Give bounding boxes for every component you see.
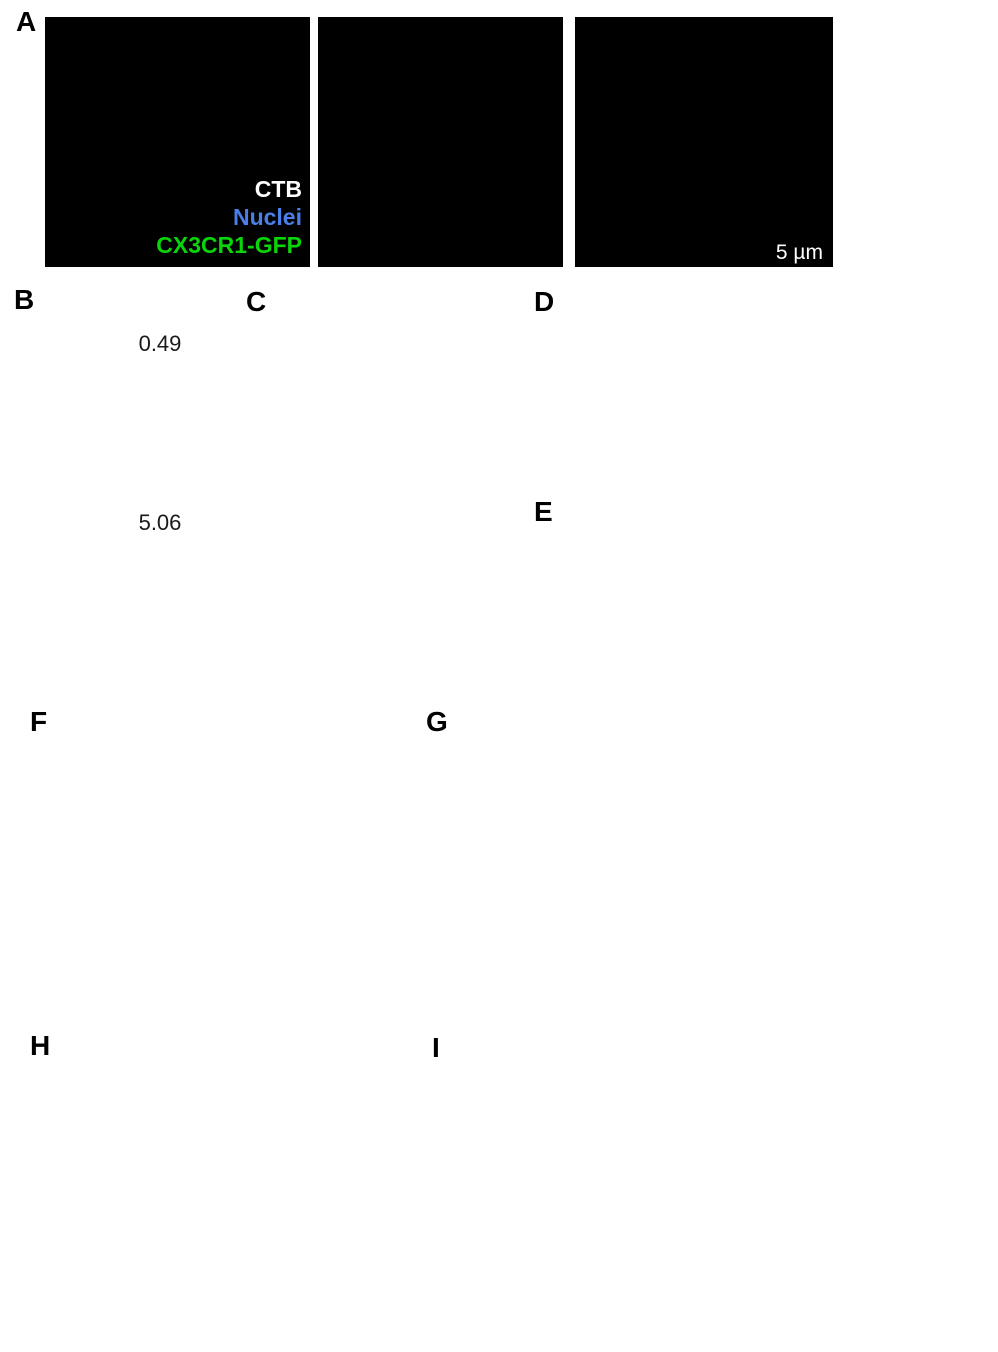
channel-labels: CTB Nuclei CX3CR1-GFP bbox=[156, 175, 302, 259]
flow-density-top-canvas bbox=[48, 309, 219, 474]
panel-label-g: G bbox=[426, 706, 448, 737]
panel-label-e: E bbox=[534, 496, 553, 527]
panel-label-b: B bbox=[14, 284, 35, 315]
panel-label-i: I bbox=[432, 1032, 440, 1063]
channel-label-nuclei: Nuclei bbox=[232, 204, 302, 230]
panel-i-chart bbox=[420, 1035, 998, 1352]
micrograph-ctb: 5 µm bbox=[575, 17, 833, 267]
panel-label-c: C bbox=[246, 286, 267, 317]
micrograph-merged: CTB Nuclei CX3CR1-GFP bbox=[45, 17, 310, 267]
panel-label-d: D bbox=[534, 286, 555, 317]
channel-label-cx3cr1-gfp: CX3CR1-GFP bbox=[156, 232, 302, 258]
scale-bar-label: 5 µm bbox=[775, 241, 823, 264]
panel-c-chart bbox=[235, 285, 530, 710]
micrograph-gfp-canvas bbox=[318, 17, 563, 267]
panel-g-chart bbox=[420, 705, 998, 1035]
panel-label-f: F bbox=[30, 706, 48, 737]
micrograph-gfp-overlay bbox=[318, 17, 563, 267]
micrograph-gfp bbox=[318, 17, 563, 267]
panel-f-chart bbox=[20, 705, 420, 1035]
panel-h-chart bbox=[20, 1035, 420, 1352]
gate-percentage-bottom: 5.06 bbox=[138, 510, 182, 535]
flow-density-bottom-canvas bbox=[48, 486, 219, 651]
panel-e-chart bbox=[530, 495, 998, 725]
micrograph-ctb-overlay bbox=[575, 17, 833, 267]
panel-label-h: H bbox=[30, 1030, 51, 1061]
panel-label-a: A bbox=[16, 6, 37, 37]
panel-d-chart bbox=[530, 275, 998, 508]
micrograph-ctb-canvas bbox=[575, 17, 833, 267]
panel-b-axes bbox=[0, 285, 240, 715]
gate-percentage-top: 0.49 bbox=[138, 331, 182, 356]
channel-label-ctb: CTB bbox=[254, 176, 302, 202]
micrograph-merged-canvas bbox=[45, 17, 310, 267]
